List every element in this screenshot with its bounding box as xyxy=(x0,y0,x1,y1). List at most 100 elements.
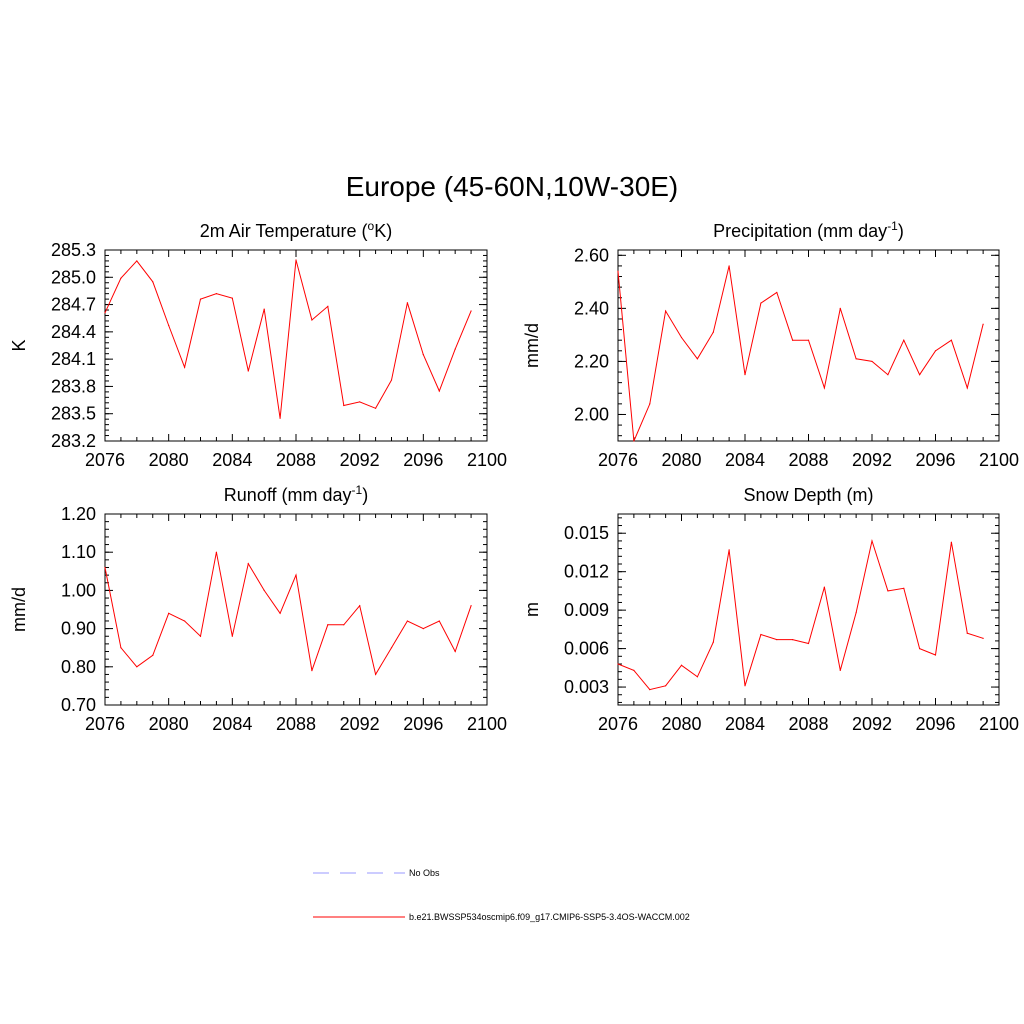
data-point xyxy=(855,612,857,614)
x-tick-label: 2100 xyxy=(467,450,507,470)
x-tick-label: 2096 xyxy=(915,450,955,470)
data-point xyxy=(919,647,921,650)
data-point xyxy=(792,639,794,641)
data-point xyxy=(649,689,651,691)
data-point xyxy=(422,628,424,630)
x-tick-label: 2080 xyxy=(661,450,701,470)
data-point xyxy=(712,331,714,333)
x-tick-label: 2076 xyxy=(598,714,638,734)
x-tick-label: 2096 xyxy=(403,714,443,734)
data-point xyxy=(696,676,698,678)
x-tick-label: 2096 xyxy=(915,714,955,734)
data-point xyxy=(168,612,170,614)
data-point xyxy=(279,612,281,614)
y-tick-label: 284.1 xyxy=(51,349,96,369)
y-tick-label: 283.5 xyxy=(51,404,96,424)
series-line-snow-depth xyxy=(617,538,984,691)
data-point xyxy=(470,605,472,607)
data-point xyxy=(470,310,472,312)
data-point xyxy=(359,401,361,403)
data-point xyxy=(104,312,106,314)
panel-title-text: Runoff (mm day xyxy=(224,485,352,505)
data-point xyxy=(887,374,889,376)
data-point xyxy=(823,387,825,389)
data-point xyxy=(807,339,810,341)
y-tick-label: 0.015 xyxy=(564,523,609,543)
data-point xyxy=(199,298,202,300)
data-point xyxy=(934,654,937,656)
data-point xyxy=(183,620,186,622)
y-tick-label: 1.10 xyxy=(61,542,96,562)
data-point xyxy=(903,587,905,589)
data-point xyxy=(422,353,424,356)
data-point xyxy=(343,404,345,407)
panel-title: 2m Air Temperature (oK) xyxy=(200,219,392,241)
data-point xyxy=(199,635,202,637)
data-point xyxy=(617,270,619,272)
data-point xyxy=(359,605,361,607)
data-point xyxy=(104,566,106,569)
y-tick-label: 0.90 xyxy=(61,619,96,639)
panel-title: Snow Depth (m) xyxy=(743,485,873,505)
panel-title: Precipitation (mm day-1) xyxy=(713,219,904,241)
data-point xyxy=(279,417,281,419)
data-point xyxy=(633,440,635,442)
panel-title-tail: ) xyxy=(362,485,368,505)
data-point xyxy=(807,642,810,645)
y-tick-label: 285.0 xyxy=(51,267,96,287)
data-point xyxy=(871,540,873,542)
data-point xyxy=(327,305,329,307)
data-point xyxy=(950,541,952,543)
x-tick-label: 2084 xyxy=(725,714,765,734)
y-tick-label: 285.3 xyxy=(51,240,96,260)
data-point xyxy=(776,639,778,641)
panel-title-superscript: -1 xyxy=(352,483,363,497)
data-point xyxy=(231,297,233,299)
y-tick-label: 0.80 xyxy=(61,657,96,677)
data-point xyxy=(168,324,170,327)
data-point xyxy=(311,670,313,672)
data-point xyxy=(760,302,762,304)
x-tick-label: 2100 xyxy=(467,714,507,734)
data-point xyxy=(680,664,683,666)
data-point xyxy=(311,319,313,321)
figure-title: Europe (45-60N,10W-30E) xyxy=(346,171,679,202)
data-point xyxy=(903,339,905,341)
data-point xyxy=(263,589,265,592)
y-tick-label: 283.2 xyxy=(51,431,96,451)
data-point xyxy=(665,310,667,312)
data-point xyxy=(712,641,714,643)
x-tick-label: 2092 xyxy=(340,714,380,734)
series-line-precipitation xyxy=(617,265,984,442)
data-point xyxy=(744,374,746,376)
y-tick-label: 284.4 xyxy=(51,322,96,342)
data-point xyxy=(934,350,937,352)
data-point xyxy=(982,323,984,325)
legend: No Obs b.e21.BWSSP534oscmip6.f09_g17.CMI… xyxy=(313,868,690,922)
plot-frame xyxy=(617,249,1000,442)
panel-title-text: Snow Depth (m) xyxy=(743,485,873,505)
data-point xyxy=(744,685,746,687)
data-point xyxy=(680,336,683,339)
x-tick-label: 2080 xyxy=(149,714,189,734)
data-point xyxy=(728,265,730,267)
data-point xyxy=(215,293,218,295)
panel-title: Runoff (mm day-1) xyxy=(224,483,368,505)
y-tick-label: 284.7 xyxy=(51,295,96,315)
data-point xyxy=(839,307,841,309)
data-point xyxy=(374,673,377,676)
data-point xyxy=(454,650,456,653)
y-tick-label: 0.70 xyxy=(61,695,96,715)
data-point xyxy=(152,654,154,656)
data-point xyxy=(871,360,873,363)
data-point xyxy=(295,259,297,261)
data-point xyxy=(633,669,635,671)
x-tick-label: 2076 xyxy=(598,450,638,470)
data-point xyxy=(776,291,778,294)
y-axis-label: m xyxy=(522,602,542,617)
y-tick-label: 2.40 xyxy=(574,298,609,318)
data-point xyxy=(887,590,889,592)
data-point xyxy=(696,358,698,360)
panel-title-tail: K) xyxy=(374,221,392,241)
